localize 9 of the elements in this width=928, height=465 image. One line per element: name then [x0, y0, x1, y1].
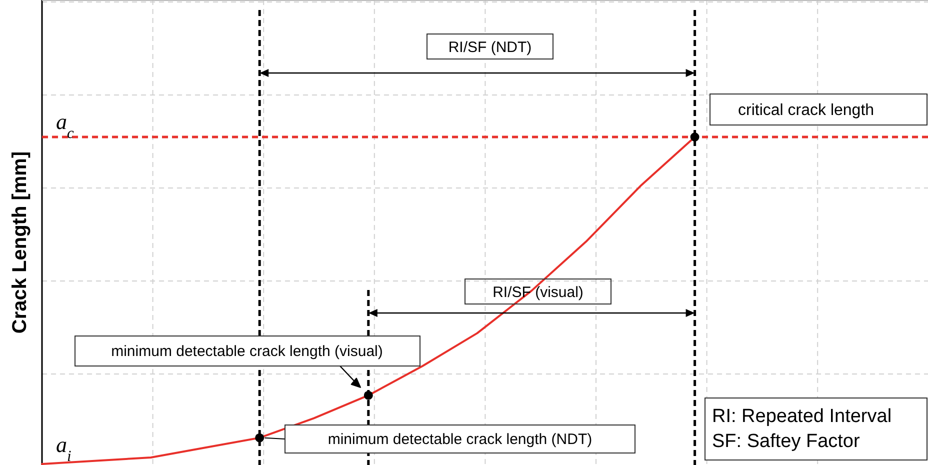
annotation: minimum detectable crack length (NDT) [328, 431, 592, 448]
text: RI/SF (NDT) [448, 39, 532, 56]
annotation: minimum detectable crack length (visual) [111, 343, 383, 360]
y-axis-title: Crack Length [mm] [9, 151, 31, 334]
ref-line-label: a$_{c}$ [56, 109, 74, 142]
annotation: RI: Repeated Interval SF: Saftey Factor [712, 406, 892, 452]
annotation: a$_{i}$ [56, 432, 72, 464]
annotation: RI/SF (visual) [492, 284, 584, 301]
text: critical crack length [738, 102, 874, 119]
